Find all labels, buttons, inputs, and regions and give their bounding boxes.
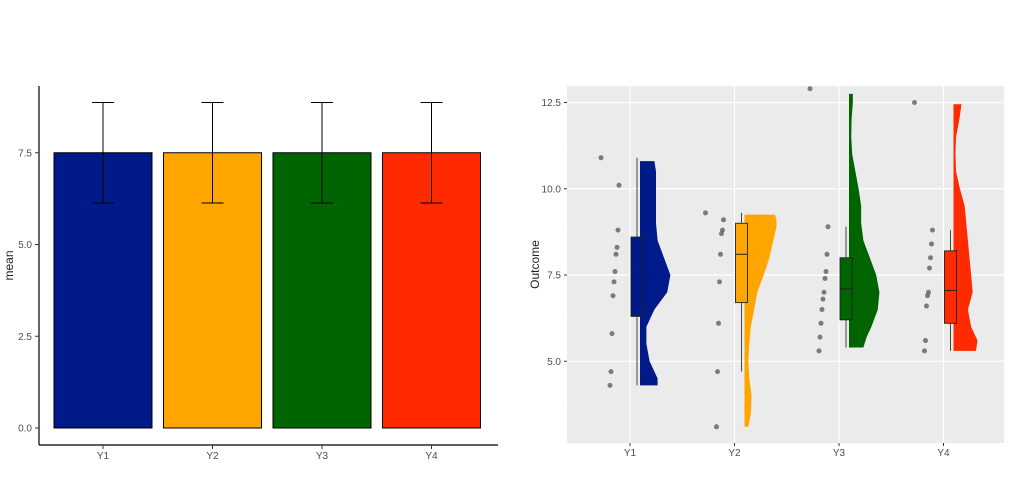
y-tick-label-3: 12.5 [542, 98, 562, 109]
y-axis-title: mean [2, 250, 16, 280]
y-tick-label-0: 5.0 [547, 357, 561, 368]
point-Y3-0 [807, 86, 813, 92]
y-tick-label-0: 0.0 [18, 424, 32, 435]
point-Y2-8 [714, 424, 719, 430]
x-tick-label-Y3: Y3 [833, 448, 846, 459]
density-Y2 [744, 214, 777, 427]
point-Y3-5 [821, 289, 827, 295]
box-Y1 [630, 236, 644, 317]
density-Y1 [640, 161, 671, 386]
point-Y2-4 [718, 251, 723, 257]
point-Y4-7 [924, 303, 929, 309]
point-Y4-3 [928, 255, 933, 261]
y-tick-label-2: 10.0 [542, 184, 562, 195]
point-Y1-9 [608, 369, 614, 375]
point-Y1-5 [612, 269, 618, 275]
point-Y4-9 [922, 348, 927, 354]
point-Y1-1 [616, 182, 622, 188]
density-Y3 [849, 93, 880, 348]
point-Y2-3 [719, 231, 724, 237]
point-Y2-5 [717, 279, 722, 285]
y-tick-label-2: 5.0 [18, 240, 32, 251]
point-Y3-10 [816, 348, 822, 354]
point-Y4-4 [927, 265, 932, 271]
raincloud-chart-panel: 5.0 7.5 10.0 12.5 Y1 Y2 Y3 Y4 Outcome [528, 86, 1004, 459]
point-Y1-6 [611, 279, 617, 285]
point-Y2-1 [721, 217, 726, 223]
point-Y1-7 [610, 293, 616, 299]
point-Y2-0 [703, 210, 708, 216]
point-Y1-4 [613, 251, 619, 257]
point-Y1-0 [598, 155, 604, 161]
y-tick-label-3: 7.5 [18, 148, 32, 159]
point-Y3-7 [819, 307, 825, 312]
box-Y4 [944, 250, 957, 324]
x-tick-label-Y1: Y1 [624, 448, 637, 459]
point-Y3-6 [820, 296, 826, 302]
y-axis-title: Outcome [528, 240, 542, 289]
x-tick-label-Y3: Y3 [316, 451, 329, 462]
x-tick-label-Y2: Y2 [206, 451, 219, 462]
point-Y1-2 [615, 227, 621, 233]
point-Y3-3 [823, 269, 829, 275]
bar-chart-panel: 0.0 2.5 5.0 7.5 Y1 Y2 Y3 Y4 mean [2, 86, 498, 462]
point-Y3-9 [817, 334, 823, 340]
point-Y1-3 [614, 244, 620, 250]
point-Y4-1 [930, 227, 935, 233]
y-tick-label-1: 2.5 [18, 332, 32, 343]
box-Y2 [735, 222, 748, 304]
density-Y4 [953, 104, 978, 351]
point-Y4-8 [923, 338, 928, 344]
point-Y1-10 [607, 382, 613, 388]
x-tick-label-Y1: Y1 [97, 451, 110, 462]
point-Y3-8 [818, 320, 824, 326]
point-Y3-2 [824, 251, 830, 257]
point-Y3-4 [822, 275, 828, 281]
x-tick-label-Y4: Y4 [937, 448, 950, 459]
y-tick-label-1: 7.5 [547, 271, 561, 282]
point-Y4-6 [925, 293, 930, 299]
point-Y1-8 [609, 331, 615, 337]
point-Y4-0 [912, 100, 917, 105]
point-Y4-2 [929, 241, 934, 247]
point-Y2-6 [716, 320, 721, 326]
point-Y2-7 [715, 369, 720, 375]
x-tick-label-Y2: Y2 [728, 448, 741, 459]
point-Y3-1 [825, 224, 831, 230]
x-tick-label-Y4: Y4 [425, 451, 438, 462]
